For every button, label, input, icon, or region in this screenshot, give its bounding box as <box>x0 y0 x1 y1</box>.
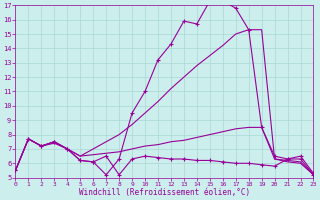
X-axis label: Windchill (Refroidissement éolien,°C): Windchill (Refroidissement éolien,°C) <box>79 188 250 197</box>
